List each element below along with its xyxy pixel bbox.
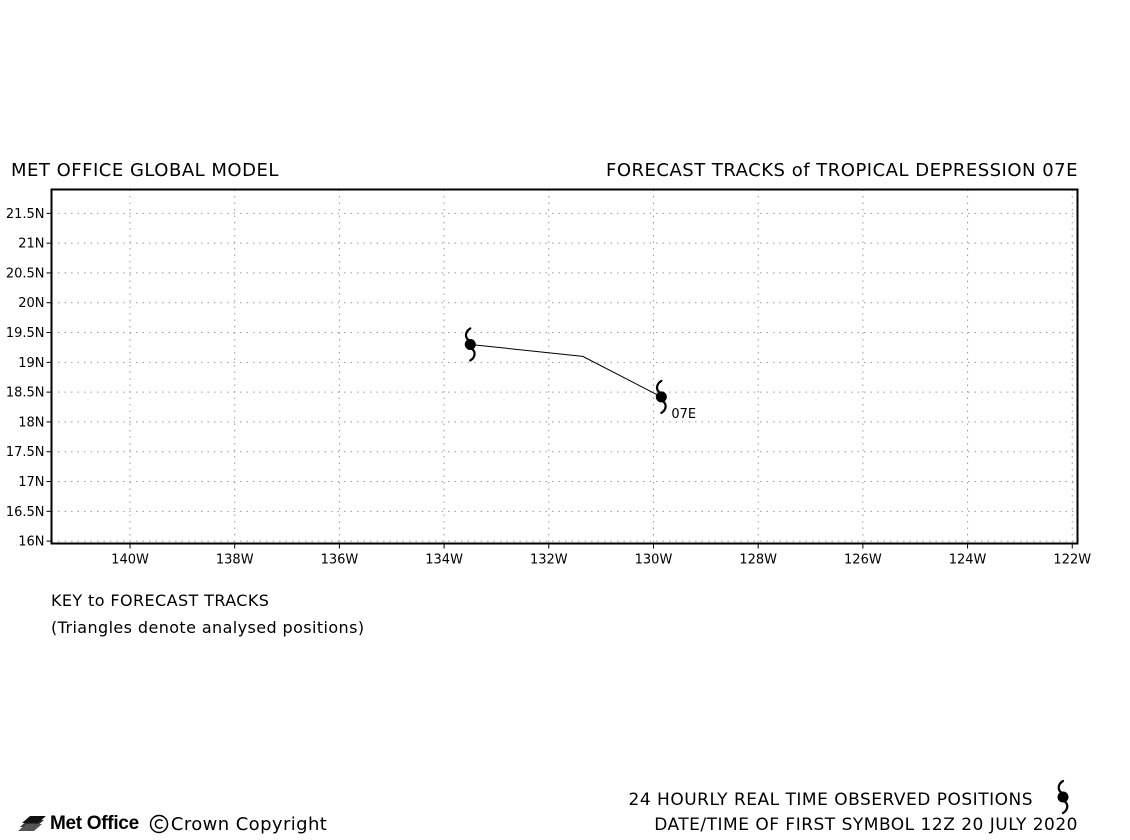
lat-tick-label: 17N (18, 475, 44, 490)
tropical-cyclone-legend-icon (1057, 779, 1069, 815)
lat-tick-label: 17.5N (6, 445, 45, 460)
first-symbol-date: DATE/TIME OF FIRST SYMBOL 12Z 20 JULY 20… (654, 815, 1078, 835)
lat-tick-label: 16.5N (6, 505, 45, 520)
lat-tick-label: 19.5N (6, 326, 45, 341)
tropical-cyclone-icon (655, 379, 667, 414)
lon-tick-label: 130W (635, 553, 673, 568)
key-note: (Triangles denote analysed positions) (51, 618, 365, 637)
copyright-notice: Crown Copyright (149, 814, 327, 835)
lon-tick-label: 124W (949, 553, 987, 568)
copyright-text: Crown Copyright (170, 813, 328, 835)
observed-position-legend-icon (1057, 779, 1069, 815)
track-layer: 07E (464, 327, 696, 422)
lat-tick-label: 20.5N (6, 266, 45, 281)
forecast-track-line (470, 343, 662, 398)
lat-tick-label: 20N (18, 296, 44, 311)
lon-tick-label: 132W (530, 553, 568, 568)
met-office-branding: Met Office Crown Copyright (18, 813, 327, 835)
forecast-title: FORECAST TRACKS of TROPICAL DEPRESSION 0… (605, 160, 1078, 181)
lat-tick-label: 18.5N (6, 386, 45, 401)
storm-name-label: 07E (671, 407, 696, 422)
lat-tick-label: 21.5N (6, 207, 45, 222)
lon-tick-label: 128W (739, 553, 777, 568)
lon-tick-label: 138W (216, 553, 254, 568)
map-axes: 21.5N 21N 20.5N 20N 19.5N 19N 18.5N 18N 17.5N 17N… (6, 207, 1091, 568)
model-title: MET OFFICE GLOBAL MODEL (11, 160, 279, 181)
lon-tick-label: 136W (321, 553, 359, 568)
map-frame (50, 188, 1079, 545)
lon-tick-label: 134W (425, 553, 463, 568)
met-office-logo-text: Met Office (50, 813, 139, 834)
lat-tick-label: 16N (18, 535, 44, 550)
key-title: KEY to FORECAST TRACKS (51, 591, 270, 610)
observed-positions-label: 24 HOURLY REAL TIME OBSERVED POSITIONS (628, 790, 1033, 810)
lon-tick-label: 122W (1053, 553, 1091, 568)
met-office-logo-icon (18, 816, 46, 831)
lat-tick-label: 21N (18, 237, 44, 252)
copyright-icon (149, 814, 169, 834)
lon-tick-label: 140W (111, 553, 149, 568)
lat-tick-label: 19N (18, 356, 44, 371)
lon-tick-label: 126W (844, 553, 882, 568)
map-grid (51, 189, 1078, 544)
tropical-cyclone-icon (464, 327, 476, 362)
lat-tick-label: 18N (18, 415, 44, 430)
